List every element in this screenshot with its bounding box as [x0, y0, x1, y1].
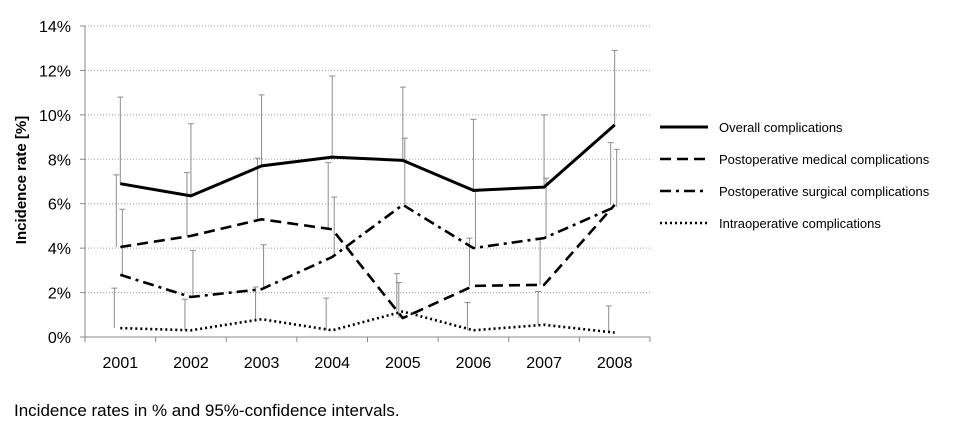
- series-line-1: [120, 123, 616, 198]
- series-line-2: [120, 203, 616, 320]
- y-tick-label: 12%: [39, 63, 71, 80]
- y-tick-label: 6%: [48, 197, 71, 214]
- x-tick-label: 2006: [456, 355, 492, 372]
- y-tick-label: 8%: [48, 152, 71, 169]
- y-tick-label: 10%: [39, 108, 71, 125]
- line-chart: 0% 2% 4% 6% 8% 10% 12% 14% 2001 2002 2003 2004 2005…: [13, 19, 930, 372]
- legend-label-3: Postoperative surgical complications: [719, 184, 930, 199]
- x-tick-label: 2002: [173, 355, 209, 372]
- figure-caption: Incidence rates in % and 95%-confidence …: [14, 401, 400, 420]
- y-tick-label: 0%: [48, 330, 71, 347]
- x-tick-labels: 2001 2002 2003 2004 2005 2006 2007 2008: [103, 355, 633, 372]
- x-tick-label: 2008: [597, 355, 633, 372]
- y-tick-labels: 0% 2% 4% 6% 8% 10% 12% 14%: [39, 19, 71, 347]
- x-tick-label: 2004: [314, 355, 350, 372]
- series-lines: [119, 123, 616, 334]
- series-line-4: [120, 310, 615, 334]
- y-tick-label: 4%: [48, 241, 71, 258]
- axes: [80, 25, 651, 342]
- y-tick-label: 14%: [39, 19, 71, 36]
- y-tick-label: 2%: [48, 286, 71, 303]
- x-tick-label: 2005: [385, 355, 421, 372]
- series-line-3: [119, 203, 616, 299]
- x-tick-label: 2001: [103, 355, 139, 372]
- legend-label-4: Intraoperative complications: [719, 216, 881, 231]
- x-tick-label: 2003: [244, 355, 280, 372]
- x-tick-label: 2007: [526, 355, 562, 372]
- legend: Overall complications Postoperative medic…: [660, 120, 930, 231]
- legend-label-2: Postoperative medical complications: [719, 152, 930, 167]
- y-axis-label: Incidence rate [%]: [13, 116, 30, 244]
- confidence-intervals: [111, 49, 620, 333]
- legend-label-1: Overall complications: [719, 120, 843, 135]
